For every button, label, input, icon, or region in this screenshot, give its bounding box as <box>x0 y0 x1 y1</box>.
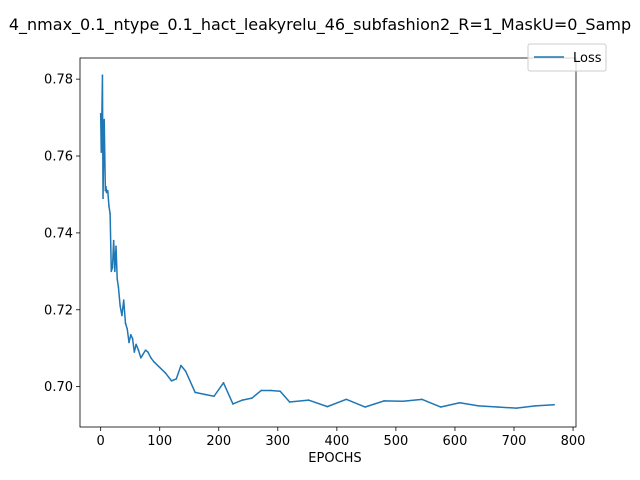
loss-data-point <box>232 403 234 405</box>
loss-data-point <box>108 205 110 207</box>
loss-data-point <box>129 333 132 336</box>
loss-data-point <box>222 382 225 384</box>
legend: Loss <box>527 43 607 72</box>
loss-data-point <box>158 366 161 369</box>
y-tick-label: 0.70 <box>44 380 73 395</box>
loss-data-point <box>458 401 461 404</box>
loss-data-point <box>194 391 196 394</box>
y-tick-label: 0.76 <box>44 150 73 165</box>
loss-data-point <box>111 266 114 269</box>
loss-data-point <box>116 278 118 280</box>
legend-label-loss: Loss <box>573 51 602 66</box>
loss-data-point <box>241 399 244 401</box>
x-tick-label: 0 <box>97 434 105 449</box>
loss-data-point <box>122 299 125 301</box>
loss-data-point <box>364 406 367 408</box>
loss-data-point <box>269 389 272 392</box>
loss-data-point <box>105 191 108 194</box>
loss-data-point <box>307 399 310 401</box>
loss-data-point <box>515 407 518 409</box>
loss-data-point <box>101 116 103 119</box>
loss-data-point <box>126 328 129 330</box>
loss-data-point <box>102 153 105 155</box>
loss-data-point <box>99 112 102 115</box>
loss-data-point <box>140 357 142 359</box>
loss-data-point <box>439 406 442 408</box>
loss-data-point <box>383 400 385 402</box>
x-tick-label: 100 <box>147 434 172 449</box>
x-tick-label: 800 <box>561 434 586 449</box>
loss-data-point <box>260 389 263 392</box>
loss-data-point <box>477 405 480 407</box>
loss-data-point <box>553 403 555 406</box>
loss-data-point <box>128 341 130 344</box>
loss-data-point <box>137 349 140 351</box>
x-axis: 0 100 200 300 400 500 600 700 800 <box>97 427 586 449</box>
loss-data-point <box>147 351 149 353</box>
loss-data-point <box>402 400 404 403</box>
plot-border <box>79 57 577 428</box>
x-tick-label: 200 <box>206 434 231 449</box>
loss-data-point <box>175 378 178 380</box>
loss-data-point <box>106 189 109 192</box>
loss-data-point <box>109 212 111 215</box>
loss-data-point <box>131 337 134 340</box>
loss-data-point <box>121 314 123 317</box>
y-tick-label: 0.72 <box>44 303 73 318</box>
loss-data-point <box>115 245 117 248</box>
x-tick-label: 600 <box>443 434 468 449</box>
loss-data-point <box>279 390 281 393</box>
loss-data-point <box>105 185 107 188</box>
loss-data-point <box>117 285 120 288</box>
loss-data-point <box>164 372 167 374</box>
loss-data-point <box>104 189 107 192</box>
loss-data-point <box>170 380 173 382</box>
loss-data-point <box>110 270 113 273</box>
x-axis-label: EPOCHS <box>308 451 361 466</box>
loss-data-point <box>142 353 144 355</box>
y-axis: 0.70 0.72 0.74 0.76 0.78 <box>44 73 80 395</box>
loss-data-point <box>180 364 182 367</box>
loss-data-point <box>496 406 499 408</box>
x-tick-label: 400 <box>324 434 349 449</box>
loss-data-point <box>251 397 253 399</box>
x-tick-label: 500 <box>383 434 408 449</box>
loss-data-point <box>135 343 137 346</box>
loss-data-point <box>102 197 104 200</box>
y-tick-label: 0.78 <box>44 73 73 88</box>
chart-title: 4_nmax_0.1_ntype_0.1_hact_leakyrelu_46_s… <box>9 15 631 35</box>
y-tick-label: 0.74 <box>44 226 73 241</box>
plot-area <box>80 58 576 427</box>
x-tick-label: 700 <box>502 434 527 449</box>
loss-data-points <box>99 74 555 409</box>
loss-data-point <box>144 349 147 351</box>
loss-data-point <box>150 357 152 359</box>
loss-data-point <box>103 118 106 121</box>
loss-data-point <box>104 155 106 157</box>
loss-data-point <box>184 370 187 373</box>
loss-data-point <box>213 395 215 398</box>
loss-data-point <box>133 351 136 353</box>
loss-data-point <box>288 401 291 403</box>
loss-data-point <box>345 398 348 401</box>
loss-data-point <box>326 405 329 408</box>
loss-data-point <box>112 239 115 242</box>
loss-data-point <box>124 322 127 325</box>
loss-data-point <box>119 305 121 307</box>
loss-data-point <box>153 360 155 363</box>
legend-box <box>527 43 607 72</box>
loss-data-point <box>203 393 206 396</box>
loss-data-point <box>101 74 104 77</box>
loss-data-point <box>421 398 423 401</box>
x-tick-label: 300 <box>265 434 290 449</box>
loss-data-point <box>100 151 103 153</box>
loss-data-point <box>114 270 116 273</box>
loss-data-point <box>534 405 537 407</box>
